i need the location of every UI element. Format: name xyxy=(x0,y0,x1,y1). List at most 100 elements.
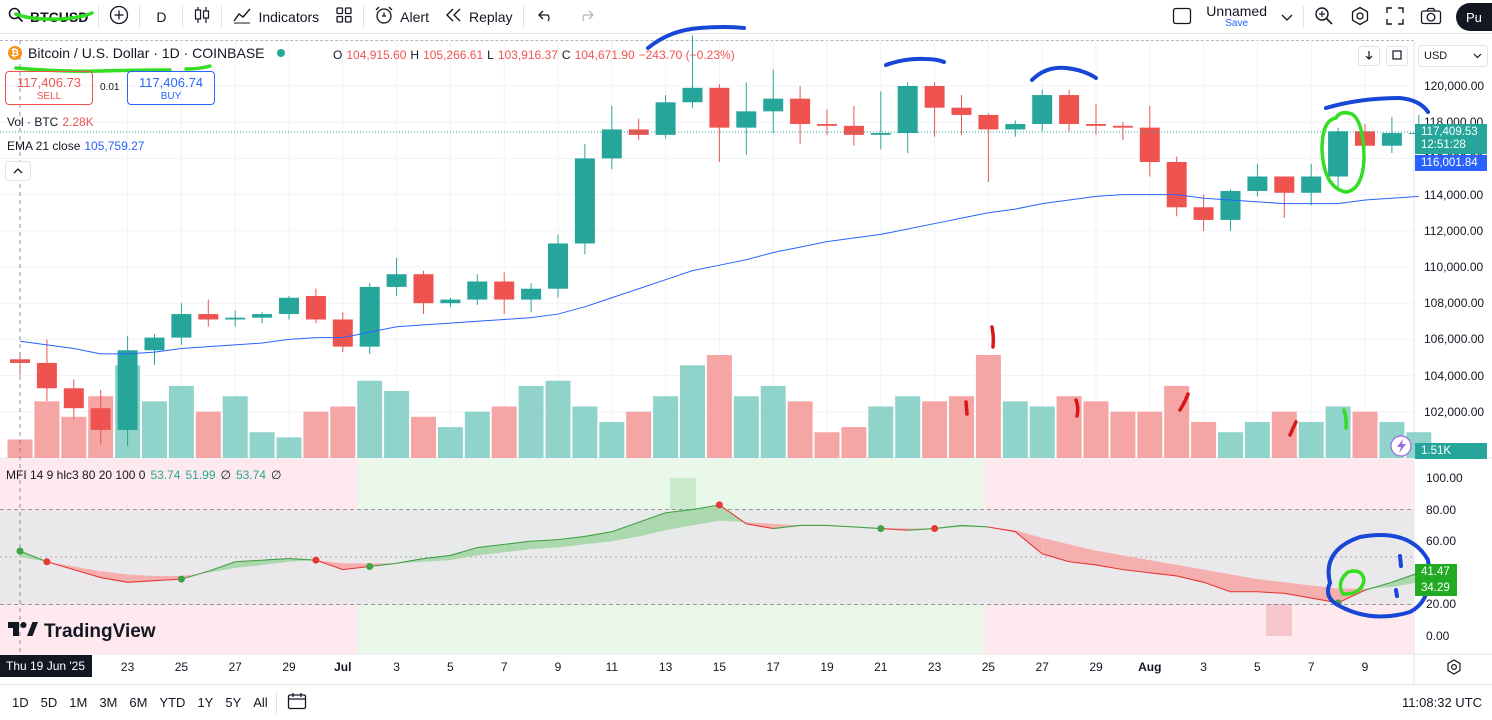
volume-bar xyxy=(437,427,463,458)
candle-body xyxy=(440,299,461,304)
mfi-line-segment xyxy=(423,554,451,560)
annotation-red-mark xyxy=(1074,398,1080,418)
utc-clock[interactable]: 11:08:32 UTC xyxy=(1402,695,1482,710)
time-axis-tick: 23 xyxy=(927,660,942,674)
candle-body xyxy=(1166,162,1187,208)
square-icon xyxy=(1172,7,1192,28)
range-button-1m[interactable]: 1M xyxy=(69,695,88,710)
time-axis-tick: 27 xyxy=(228,660,242,674)
mfi-value: 53.74 xyxy=(150,468,181,482)
axis-settings-button[interactable] xyxy=(1446,659,1462,678)
range-button-ytd[interactable]: YTD xyxy=(159,695,186,710)
chevron-down-icon xyxy=(1281,9,1293,25)
range-button-3m[interactable]: 3M xyxy=(99,695,118,710)
candle-body xyxy=(574,158,595,244)
price-axis-tick: 112,000.00 xyxy=(1424,223,1484,238)
publish-button[interactable]: Pu xyxy=(1456,3,1492,31)
time-axis-tick: 9 xyxy=(554,660,562,674)
candle-body xyxy=(63,388,84,409)
mfi-axis-tick: 0.00 xyxy=(1426,629,1450,643)
layout-menu-button[interactable] xyxy=(1273,0,1301,34)
time-axis-tick: Aug xyxy=(1138,660,1162,674)
candle-body xyxy=(1381,133,1402,146)
candle-countdown: 12:51:28 xyxy=(1421,139,1466,151)
mfi-axis-tick: 60.00 xyxy=(1426,534,1457,549)
chart-type-button[interactable] xyxy=(185,0,219,34)
close-value: 104,671.90 xyxy=(574,48,635,62)
layout-checkbox[interactable] xyxy=(1164,0,1200,34)
candle-body xyxy=(924,86,945,108)
sell-button[interactable]: 117,406.73 SELL xyxy=(5,71,93,105)
mfi-line-segment xyxy=(1284,592,1312,599)
market-status-dot[interactable] xyxy=(276,49,285,57)
last-price-badge: 117,409.53 12:51:28 xyxy=(1415,124,1487,154)
volume-bar xyxy=(733,396,759,458)
quick-search-button[interactable] xyxy=(1306,0,1342,34)
candle-body xyxy=(1328,131,1349,177)
interval-button[interactable]: D xyxy=(142,0,180,34)
mfi-legend[interactable]: MFI 14 9 hlc3 80 20 100 0 53.74 51.99 ∅ … xyxy=(6,468,281,482)
volume-bar xyxy=(34,401,60,458)
mfi-line-segment xyxy=(826,524,854,528)
mfi-fill-segment xyxy=(423,555,451,562)
gear-icon xyxy=(1446,659,1462,678)
mfi-axis-tick: 80.00 xyxy=(1426,502,1457,517)
range-button-1d[interactable]: 1D xyxy=(12,695,29,710)
buy-button[interactable]: 117,406.74 BUY xyxy=(127,71,215,105)
goto-date-button[interactable] xyxy=(279,686,315,720)
candle-body xyxy=(548,243,568,289)
volume-bar xyxy=(975,355,1001,458)
compare-symbol-button[interactable] xyxy=(101,0,137,34)
ema-legend[interactable]: EMA 21 close 105,759.27 xyxy=(7,139,144,153)
volume-bar xyxy=(303,411,329,458)
mfi-line-segment xyxy=(315,559,343,571)
gear-icon xyxy=(1350,6,1370,29)
range-button-6m[interactable]: 6M xyxy=(129,695,148,710)
templates-button[interactable] xyxy=(327,0,361,34)
mfi-line-segment xyxy=(1095,564,1123,571)
candle-body xyxy=(144,337,165,351)
fullscreen-button[interactable] xyxy=(1378,0,1412,34)
legend-title[interactable]: Bitcoin / U.S. Dollar · 1D · COINBASE xyxy=(28,45,265,61)
collapse-legend-button[interactable] xyxy=(5,161,31,181)
range-button-1y[interactable]: 1Y xyxy=(197,695,214,710)
time-axis-tick: 27 xyxy=(1035,660,1049,674)
range-button-5d[interactable]: 5D xyxy=(40,695,58,710)
time-axis-tick: 11 xyxy=(605,660,619,674)
undo-button[interactable] xyxy=(526,0,566,34)
redo-button[interactable] xyxy=(566,0,606,34)
indicators-label: Indicators xyxy=(258,8,320,25)
mfi-axis-tick: 20.00 xyxy=(1426,597,1457,612)
candle-body xyxy=(467,281,488,300)
volume-legend[interactable]: Vol · BTC 2.28K xyxy=(7,115,94,129)
annotation-green-underline xyxy=(14,11,94,21)
replay-button[interactable]: Replay xyxy=(437,0,521,34)
pane-move-down-button[interactable] xyxy=(1358,46,1380,66)
indicators-icon xyxy=(232,6,252,27)
layout-name-button[interactable]: Unnamed Save xyxy=(1206,4,1267,29)
pane-maximize-button[interactable] xyxy=(1386,46,1408,66)
candle-body xyxy=(225,317,246,320)
mfi-na-symbol: ∅ xyxy=(220,468,231,482)
range-button-5y[interactable]: 5Y xyxy=(225,695,242,710)
settings-button[interactable] xyxy=(1342,0,1378,34)
candle-body xyxy=(682,87,703,103)
mfi-line-segment xyxy=(853,526,881,530)
snapshot-button[interactable] xyxy=(1412,0,1450,34)
volume-bar xyxy=(168,385,194,458)
volume-bar xyxy=(1029,406,1055,458)
alert-button[interactable]: Alert xyxy=(366,0,437,34)
currency-select[interactable]: USD xyxy=(1418,45,1488,67)
indicators-button[interactable]: Indicators xyxy=(224,0,327,34)
candle-body xyxy=(117,350,138,430)
volume-bar xyxy=(464,411,490,458)
candle-body xyxy=(601,129,622,159)
interval-label: D xyxy=(156,8,167,25)
candle-body xyxy=(279,297,299,315)
range-button-all[interactable]: All xyxy=(253,695,268,710)
tradingview-logo[interactable]: TradingView xyxy=(8,621,156,643)
currency-label: USD xyxy=(1424,50,1448,62)
volume-bar xyxy=(1002,401,1028,458)
mfi-line-segment xyxy=(477,543,505,549)
